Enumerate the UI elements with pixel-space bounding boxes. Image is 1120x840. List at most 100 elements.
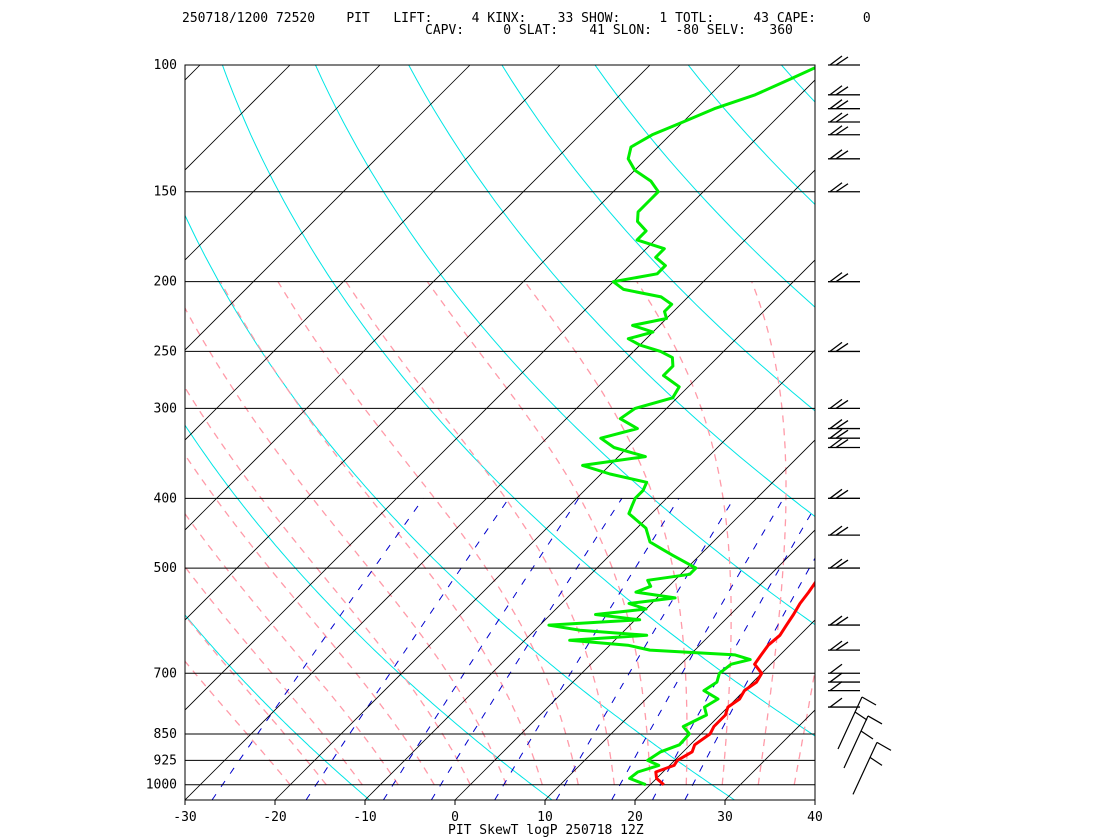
isotherm-line — [185, 169, 815, 800]
mixing-ratio-line — [211, 498, 424, 800]
header-line-1: 250718/1200 72520 PIT LIFT: 4 KINX: 33 S… — [182, 11, 871, 26]
wind-barb-flag — [829, 272, 843, 283]
pressure-gridlines — [185, 64, 815, 786]
isotherm-line — [814, 799, 815, 800]
dry-adiabat-line — [315, 65, 815, 626]
wind-barb — [828, 85, 860, 96]
dewpoint-profile-line — [547, 66, 815, 787]
temperature-tick-label: -20 — [263, 810, 286, 825]
wind-barb — [828, 488, 860, 499]
isotherm-line — [364, 349, 815, 800]
mixing-ratio-line — [684, 557, 815, 800]
temperature-profile-line — [654, 580, 815, 786]
wind-barb-flag — [829, 182, 843, 193]
pressure-tick-label: 150 — [154, 185, 177, 200]
pressure-tick-label: 200 — [154, 275, 177, 290]
dry-adiabat-line — [875, 65, 1120, 800]
isotherm-line — [185, 79, 815, 711]
temperature-tick-label: -30 — [173, 810, 196, 825]
wind-barb-flag — [854, 711, 868, 721]
pressure-tick-label: 250 — [154, 344, 177, 359]
isotherm-line — [185, 65, 291, 171]
moist-adiabat-line — [185, 614, 327, 786]
isotherm-line — [185, 65, 651, 531]
wind-barb — [837, 696, 877, 750]
wind-barb-shaft — [852, 742, 878, 795]
temperature-tick-label: 30 — [717, 810, 733, 825]
wind-barb-flag — [835, 616, 849, 626]
dry-adiabat-line — [408, 65, 815, 518]
wind-barb-flag — [829, 681, 843, 692]
mixing-ratio-line — [652, 505, 815, 800]
wind-barb — [828, 428, 860, 439]
moist-adiabat-line — [185, 565, 363, 786]
plot-frame — [184, 64, 816, 801]
wind-barb — [828, 615, 860, 626]
moist-adiabat-line — [185, 660, 291, 786]
wind-barb — [828, 558, 860, 569]
wind-barb-flag — [829, 428, 843, 439]
moist-adiabat-line — [426, 281, 651, 785]
wind-barbs — [828, 55, 892, 795]
wind-barb-flag — [860, 730, 874, 740]
pressure-tick-labels: 100 150 200 250 300 400 500 700 850 925 1000 — [146, 58, 177, 793]
isotherm-line — [544, 529, 815, 800]
sounding-profiles — [547, 66, 815, 787]
wind-barb — [828, 663, 860, 674]
wind-barb-flag — [835, 641, 849, 651]
wind-barb-flag — [835, 150, 849, 160]
wind-barb-flag — [835, 438, 849, 449]
wind-barb-flag — [829, 149, 843, 160]
wind-barb-flag — [829, 640, 843, 651]
wind-barb-flag — [829, 125, 843, 136]
moist-adiabat-line — [185, 386, 471, 786]
isotherm-line — [454, 439, 815, 800]
wind-barb-flag — [835, 100, 849, 110]
mixing-ratio-line — [494, 498, 680, 800]
wind-barb — [828, 697, 860, 708]
wind-barb-flag — [835, 113, 849, 123]
wind-barb-flag — [861, 696, 877, 706]
wind-barb — [828, 341, 860, 353]
dry-adiabat-line — [185, 424, 553, 800]
pressure-tick-label: 925 — [154, 753, 177, 768]
wind-barb — [828, 438, 860, 449]
wind-barb-flag — [829, 85, 843, 96]
wind-barb-flag — [829, 438, 843, 449]
wind-barb — [828, 672, 860, 683]
mixing-ratio-line — [382, 498, 580, 800]
mixing-ratio-line — [611, 498, 784, 800]
dry-adiabat-line — [594, 65, 815, 308]
dry-adiabat-line — [968, 65, 1120, 800]
moist-adiabat-line — [185, 512, 399, 786]
wind-barb-flag — [829, 525, 843, 536]
wind-barb — [828, 149, 860, 160]
pressure-tick-label: 1000 — [146, 778, 177, 793]
wind-barb-flag — [829, 55, 843, 66]
background-lines — [0, 65, 1120, 800]
temperature-tick-label: 10 — [537, 810, 553, 825]
isotherm-line — [274, 259, 815, 800]
wind-barb-flag — [835, 429, 849, 439]
wind-barb-shaft — [843, 715, 869, 769]
moist-adiabat-line — [636, 281, 732, 785]
wind-barb-flag — [829, 112, 843, 123]
wind-barb-flag — [835, 399, 849, 409]
wind-barb-flag — [829, 419, 843, 430]
isotherm-line — [185, 65, 201, 81]
pressure-tick-label: 100 — [154, 58, 177, 73]
wind-barb — [828, 112, 860, 123]
temperature-tick-label: 0 — [451, 810, 459, 825]
pressure-tick-label: 850 — [154, 727, 177, 742]
wind-barb — [828, 398, 860, 410]
dry-adiabat-line — [687, 65, 815, 206]
pressure-tick-label: 700 — [154, 666, 177, 681]
wind-barb-shaft — [837, 696, 863, 750]
wind-barb — [828, 640, 860, 651]
dry-adiabat-line — [501, 65, 815, 412]
isotherm-line — [0, 65, 110, 800]
wind-barb-flag — [829, 99, 843, 110]
wind-barb — [852, 741, 892, 795]
wind-barb-flag — [829, 488, 843, 499]
